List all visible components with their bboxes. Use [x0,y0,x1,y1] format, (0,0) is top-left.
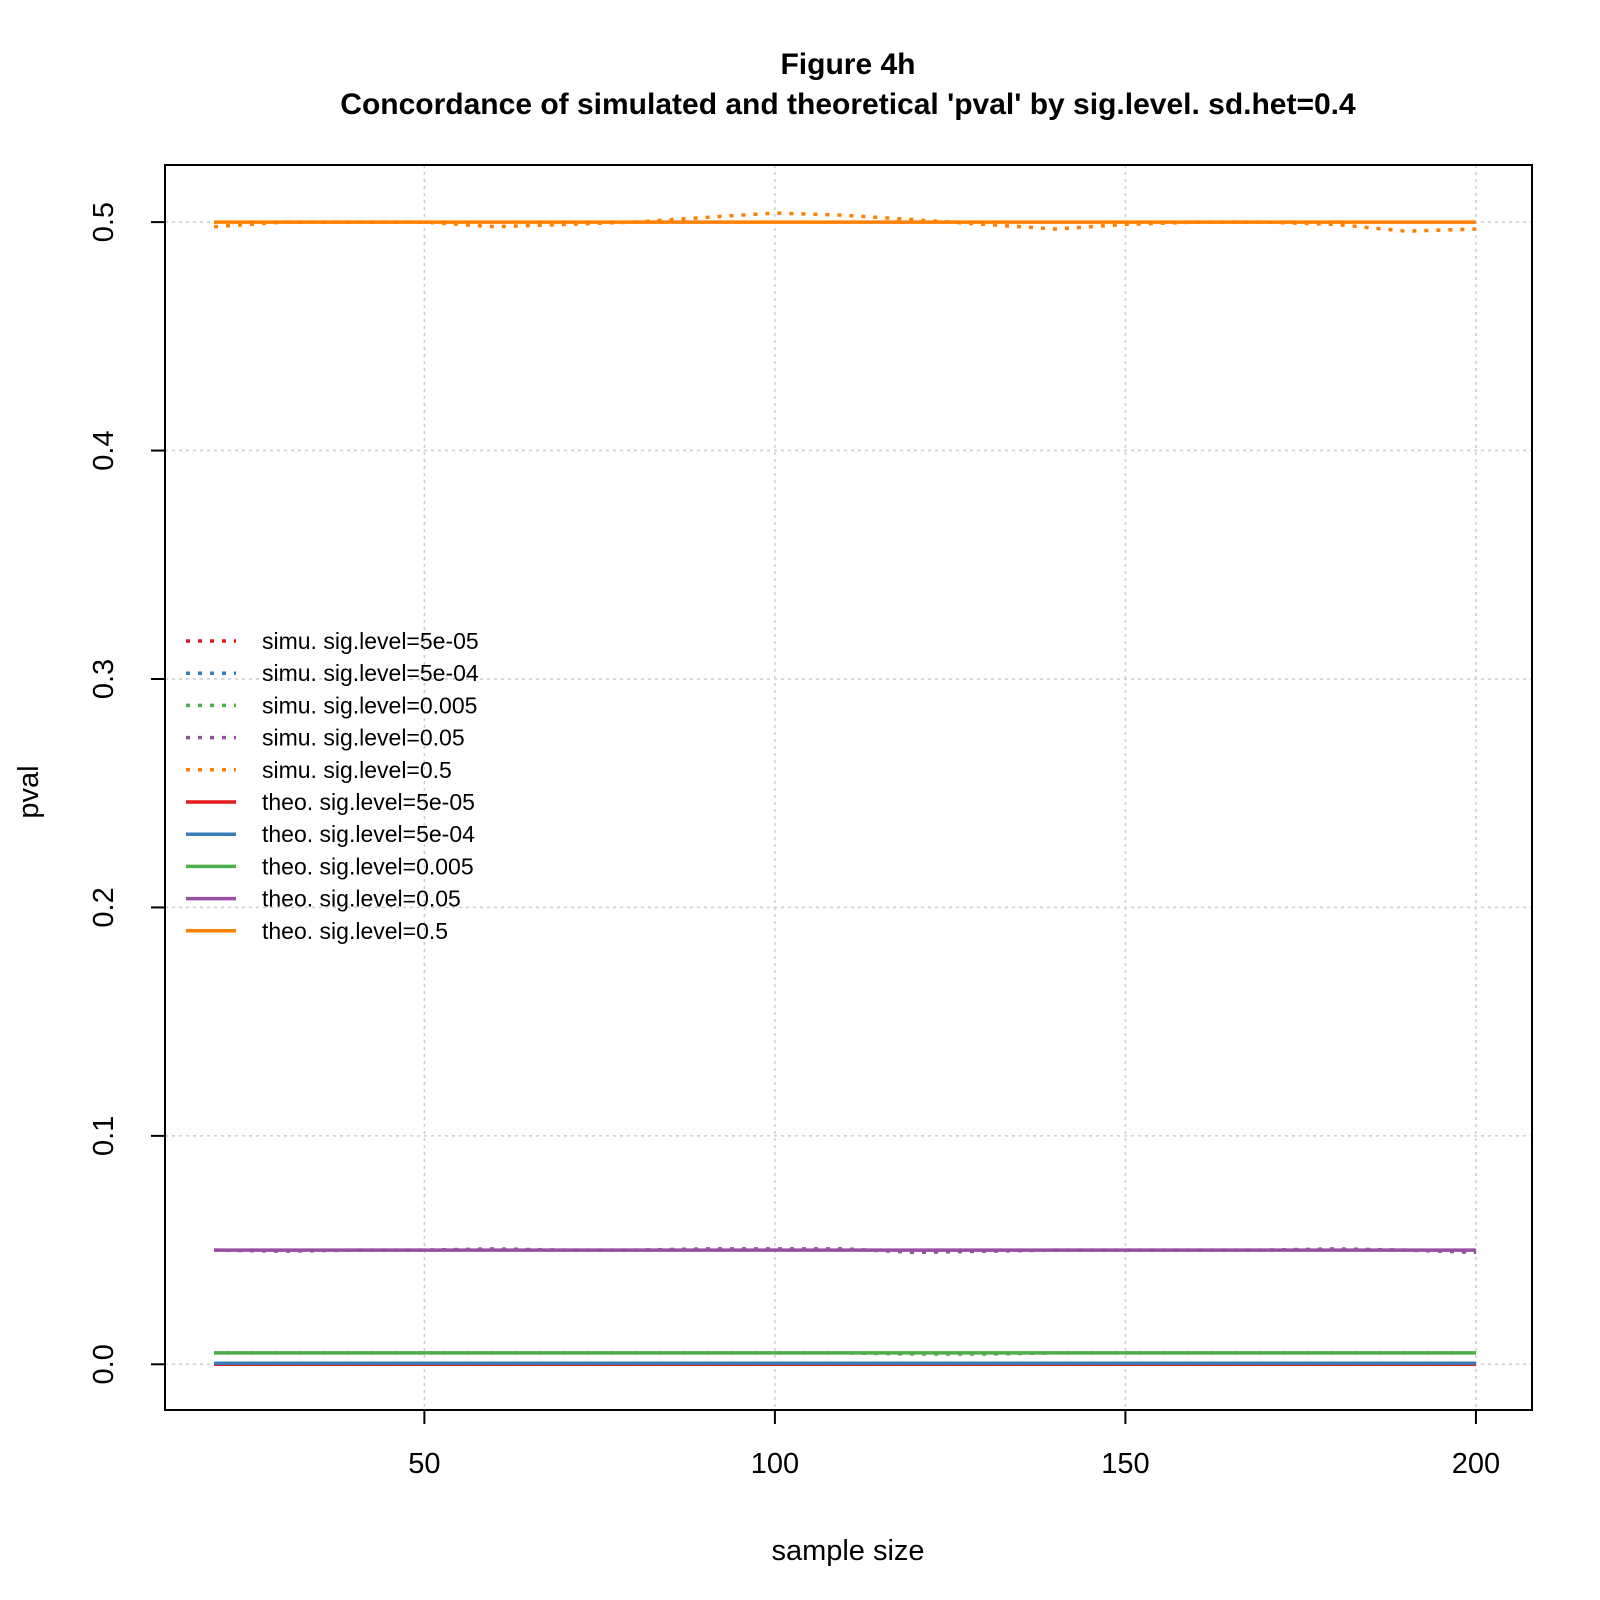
legend-label-2: simu. sig.level=0.005 [262,692,477,718]
legend-label-1: simu. sig.level=5e-04 [262,660,479,686]
legend-label-6: theo. sig.level=5e-04 [262,821,475,847]
chart-subtitle: Concordance of simulated and theoretical… [340,88,1356,121]
y-tick-label: 0.1 [88,1116,120,1156]
x-axis: 50 100 150 200 [408,1410,1500,1480]
x-tick-label: 150 [1101,1448,1149,1480]
x-axis-label: sample size [771,1535,924,1567]
y-tick-label: 0.5 [88,202,120,242]
grid-lines [165,165,1532,1410]
y-axis: 0.0 0.1 0.2 0.3 0.4 0.5 [88,202,165,1384]
plot-frame [164,164,1533,1411]
legend-label-7: theo. sig.level=0.005 [262,853,474,879]
y-axis-label: pval [13,765,45,818]
legend-label-5: theo. sig.level=5e-05 [262,789,475,815]
y-tick-label: 0.0 [88,1344,120,1384]
y-tick-label: 0.3 [88,659,120,699]
legend: simu. sig.level=5e-05 simu. sig.level=5e-… [186,628,479,944]
y-tick-label: 0.2 [88,887,120,927]
x-tick-label: 200 [1452,1448,1500,1480]
chart-title: Figure 4h [780,48,915,81]
legend-label-8: theo. sig.level=0.05 [262,886,461,912]
legend-label-4: simu. sig.level=0.5 [262,757,452,783]
x-tick-label: 50 [408,1448,440,1480]
legend-label-0: simu. sig.level=5e-05 [262,628,479,654]
legend-label-3: simu. sig.level=0.05 [262,725,465,751]
x-tick-label: 100 [751,1448,799,1480]
legend-label-9: theo. sig.level=0.5 [262,918,448,944]
series-layer [213,211,1476,1366]
y-tick-label: 0.4 [88,430,120,470]
